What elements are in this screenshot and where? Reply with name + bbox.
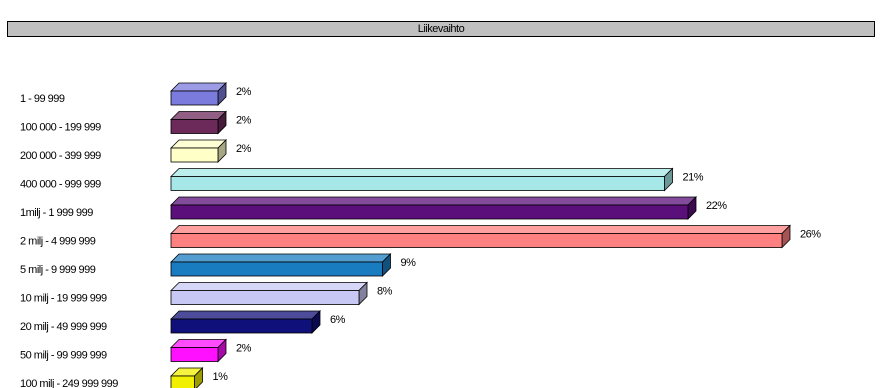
value-label: 2%	[236, 143, 252, 155]
category-label: 100 milj - 249 999 999	[20, 378, 118, 388]
value-label: 2%	[236, 343, 252, 355]
bar-top-face	[170, 225, 791, 234]
bar-top-face	[170, 196, 697, 206]
value-label: 1%	[213, 371, 229, 383]
bar	[170, 119, 219, 134]
bar-top-face	[170, 82, 227, 92]
category-label: 50 milj - 99 999 999	[20, 350, 107, 362]
bar	[170, 147, 219, 163]
value-label: 21%	[683, 172, 704, 184]
value-label: 8%	[377, 286, 393, 298]
category-label: 200 000 - 399 999	[20, 150, 101, 162]
category-label: 100 000 - 199 999	[20, 122, 101, 134]
bar	[170, 347, 219, 362]
category-label: 10 milj - 19 999 999	[20, 293, 107, 305]
category-label: 1 - 99 999	[20, 93, 65, 105]
bar-top-face	[170, 168, 674, 177]
bar-top-face	[170, 139, 227, 149]
value-label: 9%	[401, 257, 417, 269]
value-label: 2%	[236, 115, 252, 127]
value-label: 22%	[706, 200, 727, 212]
value-label: 6%	[330, 314, 346, 326]
bar	[170, 261, 383, 277]
category-label: 2 milj - 4 999 999	[20, 236, 96, 248]
bar	[170, 204, 689, 220]
bar-top-face	[170, 282, 368, 291]
bar-top-face	[170, 111, 227, 120]
bar	[170, 90, 219, 106]
bar-top-face	[170, 310, 321, 320]
bar-top-face	[170, 253, 392, 263]
bar	[170, 318, 313, 334]
bar	[170, 375, 195, 388]
category-label: 1milj - 1 999 999	[20, 207, 93, 219]
bar	[170, 233, 783, 248]
category-label: 20 milj - 49 999 999	[20, 321, 107, 333]
bar	[170, 290, 360, 305]
bar-top-face	[170, 339, 227, 348]
category-label: 400 000 - 999 999	[20, 179, 101, 191]
value-label: 26%	[800, 229, 821, 241]
value-label: 2%	[236, 86, 252, 98]
chart-title: Liikevaihto	[7, 21, 875, 37]
bar	[170, 176, 665, 191]
category-label: 5 milj - 9 999 999	[20, 264, 96, 276]
